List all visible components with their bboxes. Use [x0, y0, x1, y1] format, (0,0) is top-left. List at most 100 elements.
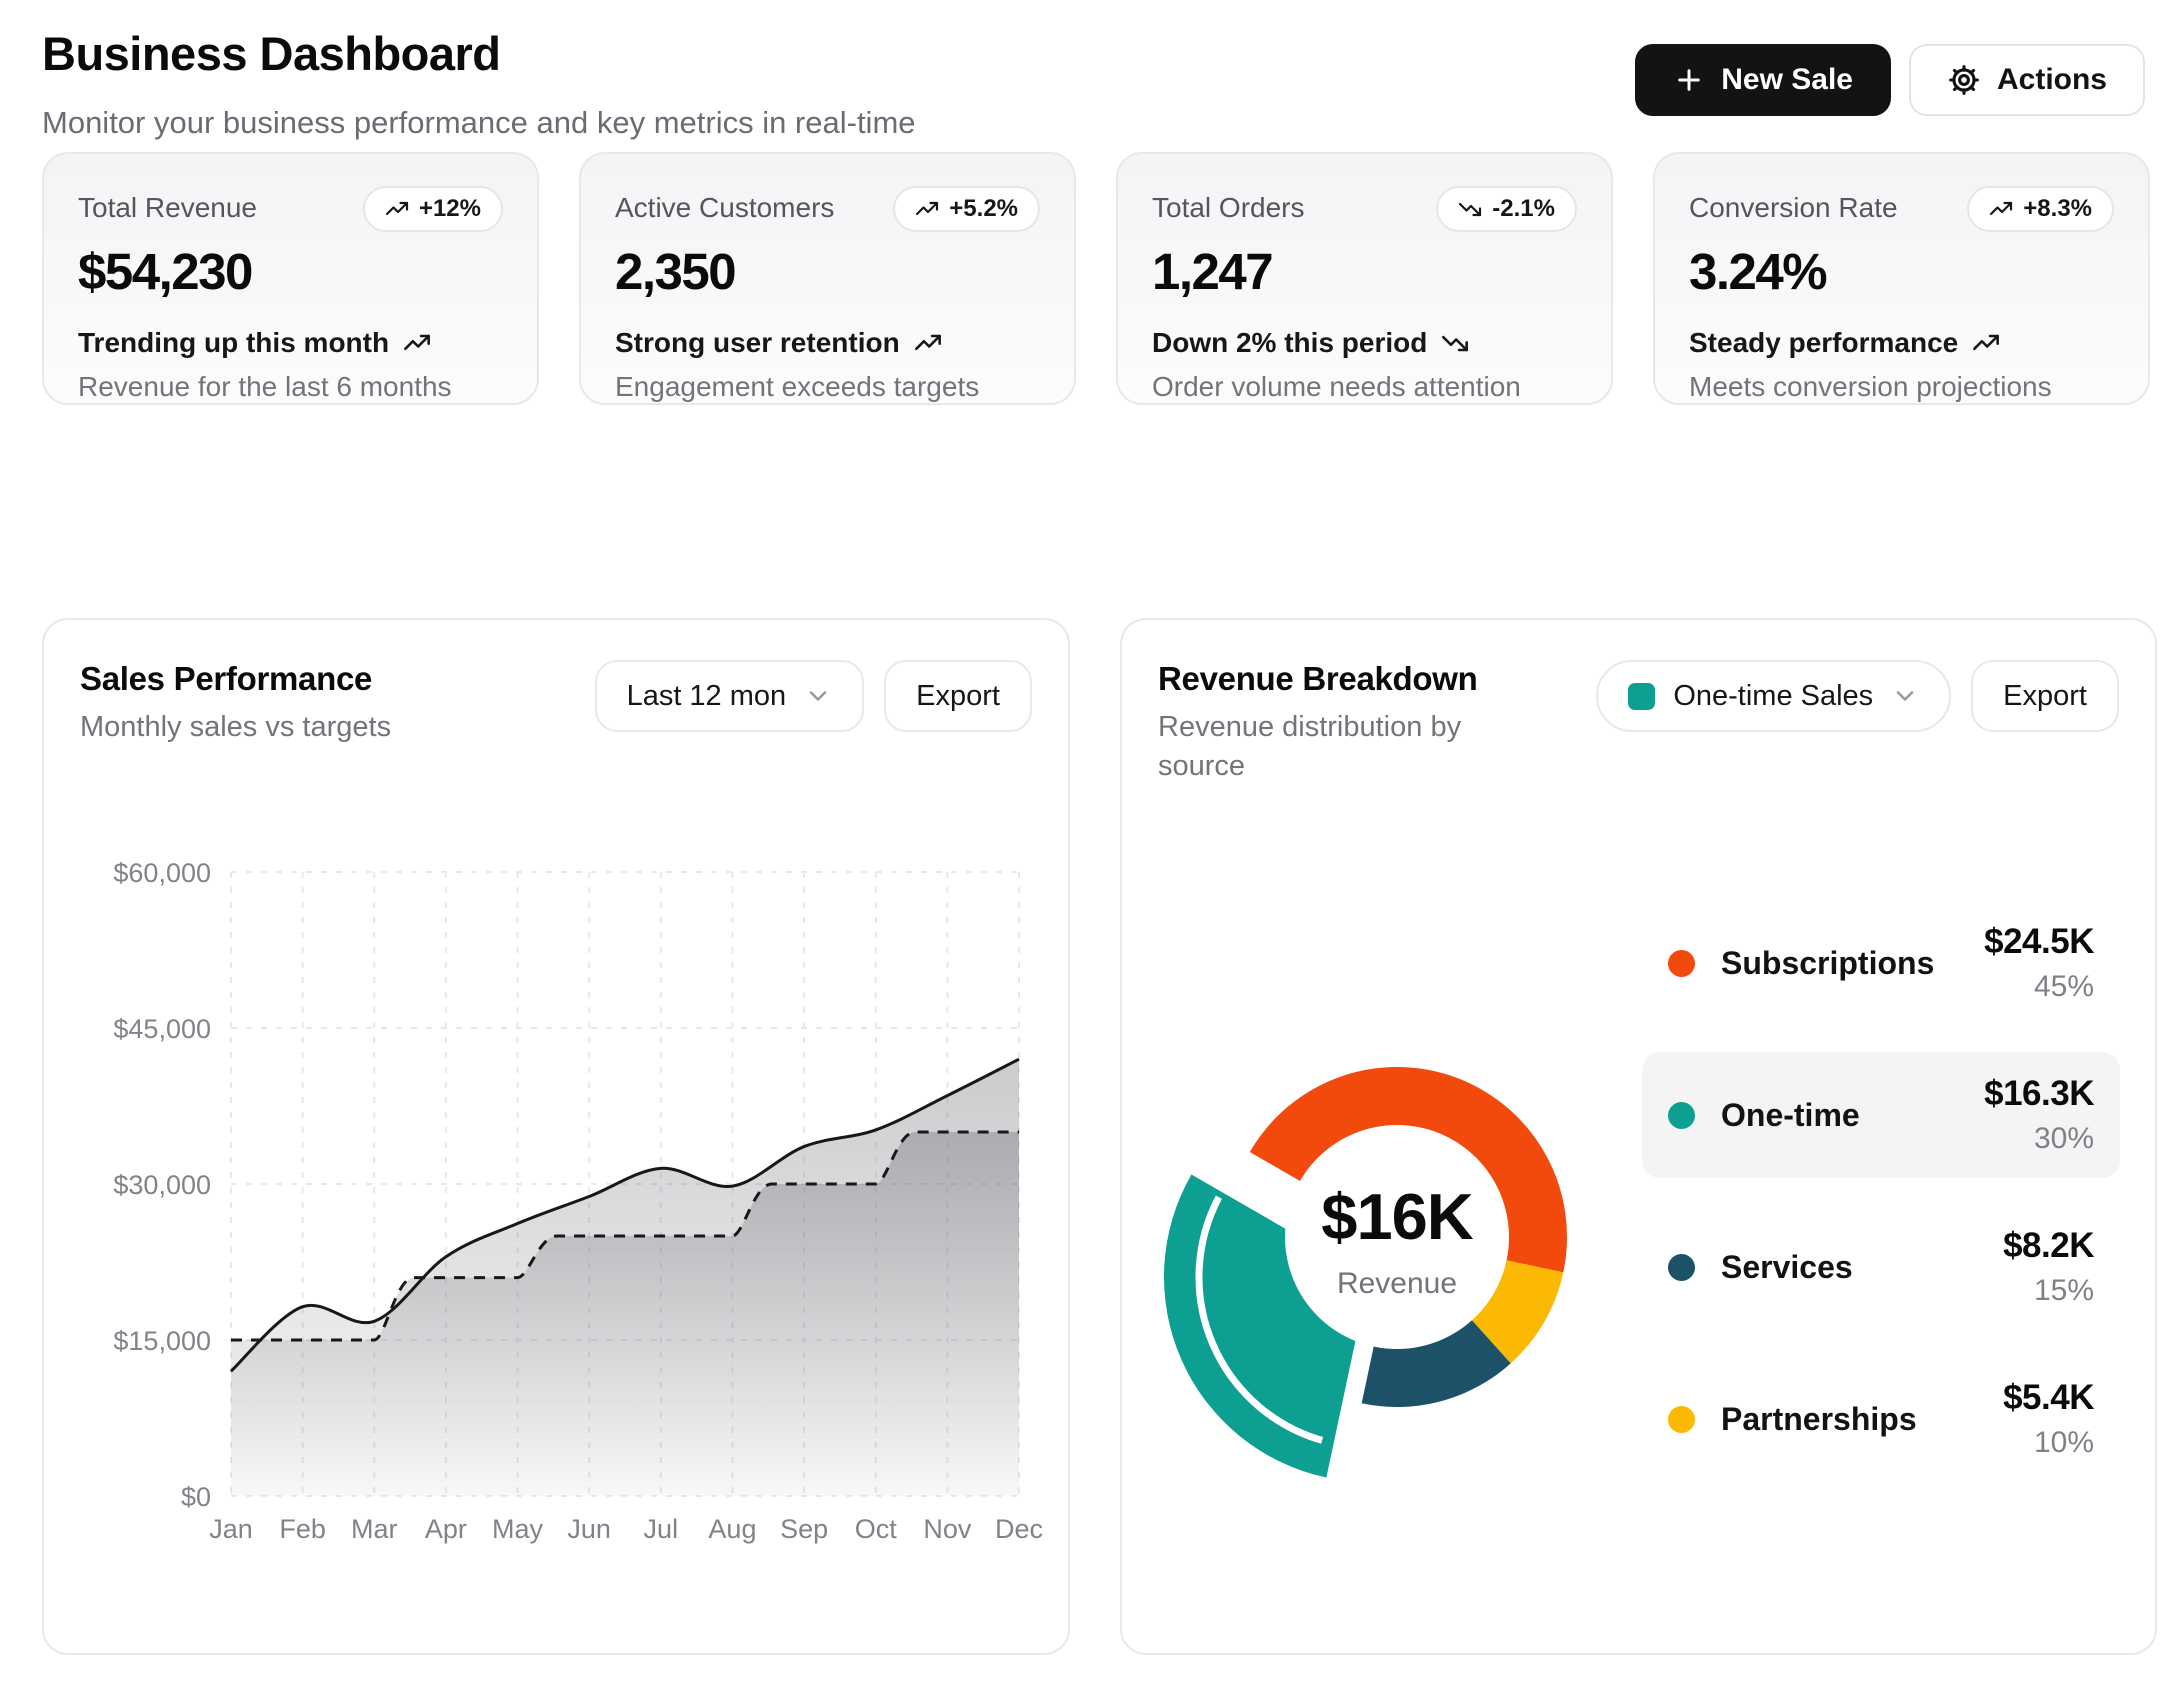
stat-label: Total Revenue — [78, 192, 258, 223]
x-axis-tick: Dec — [995, 1514, 1043, 1544]
revenue-card-title: Revenue Breakdown — [1158, 660, 1478, 697]
plus-icon — [1673, 64, 1705, 96]
actions-label: Actions — [1996, 63, 2107, 96]
legend-item-partnerships[interactable]: Partnerships $5.4K 10% — [1642, 1356, 2120, 1482]
y-axis-tick: $60,000 — [113, 858, 211, 888]
stat-footline: Trending up this month — [78, 327, 503, 359]
legend-amount: $16.3K — [1984, 1074, 2094, 1113]
chevron-down-icon — [804, 682, 832, 710]
sales-export-label: Export — [916, 679, 1000, 712]
trend-badge-value: +12% — [418, 195, 481, 222]
source-filter-label: One-time Sales — [1673, 679, 1874, 712]
stat-footline-text: Steady performance — [1689, 327, 1959, 358]
x-axis-tick: Mar — [351, 1514, 398, 1544]
page-title: Business Dashboard — [42, 27, 501, 80]
stat-card-top: Conversion Rate +8.3% — [1689, 186, 2114, 232]
legend-label: Partnerships — [1721, 1400, 1917, 1437]
legend-dot — [1668, 1405, 1695, 1433]
legend-dot — [1668, 949, 1695, 977]
sales-performance-card: Sales Performance Monthly sales vs targe… — [42, 618, 1070, 1655]
revenue-donut-chart: $16K Revenue — [1164, 1067, 1567, 1478]
legend-dot — [1668, 1101, 1695, 1129]
donut-hole — [1285, 1125, 1509, 1349]
trend-badge: +8.3% — [1967, 186, 2114, 232]
chevron-down-icon — [1891, 682, 1919, 710]
source-filter-dropdown[interactable]: One-time Sales — [1596, 660, 1952, 732]
stat-footline: Steady performance — [1689, 327, 2114, 359]
legend-amount: $5.4K — [2003, 1378, 2094, 1417]
trending-up-icon — [915, 197, 939, 221]
trending-up-icon — [1989, 197, 2013, 221]
target-line — [231, 1130, 1019, 1342]
sales-card-header: Sales Performance Monthly sales vs targe… — [80, 660, 1032, 747]
revenue-export-button[interactable]: Export — [1971, 660, 2119, 732]
stat-value: 3.24% — [1689, 243, 1828, 300]
legend-amount: $8.2K — [2003, 1226, 2094, 1265]
x-axis-tick: Aug — [708, 1514, 756, 1544]
legend-item-subscriptions[interactable]: Subscriptions $24.5K 45% — [1642, 900, 2120, 1026]
legend-percent: 15% — [2033, 1274, 2094, 1307]
stat-label: Active Customers — [615, 192, 835, 223]
y-axis-tick: $30,000 — [113, 1170, 211, 1200]
revenue-legend: Subscriptions $24.5K 45% One-time $16.3K 30% S… — [1642, 900, 2120, 1482]
x-axis-tick: Jul — [644, 1514, 679, 1544]
trend-badge: +12% — [362, 186, 503, 232]
stat-value: 1,247 — [1152, 243, 1274, 300]
trending-down-icon — [1441, 329, 1469, 357]
x-axis-tick: Jan — [209, 1514, 253, 1544]
donut-center-label: Revenue — [1337, 1267, 1457, 1300]
sales-line — [229, 1057, 1020, 1373]
stat-label: Conversion Rate — [1689, 192, 1898, 223]
legend-label: Subscriptions — [1721, 944, 1935, 981]
sales-card-titles: Sales Performance Monthly sales vs targe… — [80, 660, 391, 747]
x-axis-tick: Apr — [425, 1514, 467, 1544]
y-axis-tick: $15,000 — [113, 1326, 211, 1356]
stat-value: $54,230 — [78, 243, 253, 300]
x-axis-tick: Feb — [279, 1514, 326, 1544]
legend-label: One-time — [1721, 1096, 1860, 1133]
new-sale-label: New Sale — [1721, 63, 1853, 96]
revenue-card-header: Revenue Breakdown Revenue distribution b… — [1158, 660, 2119, 786]
sales-card-title: Sales Performance — [80, 660, 373, 697]
trend-badge: +5.2% — [893, 186, 1040, 232]
legend-values: $24.5K 45% — [1984, 922, 2094, 1004]
revenue-breakdown-card: Revenue Breakdown Revenue distribution b… — [1120, 618, 2157, 1655]
trending-up-icon — [385, 197, 409, 221]
sales-area-chart: $0 $15,000 $30,000 $45,000 $60,000 Jan Feb Mar A… — [113, 858, 1043, 1544]
legend-label: Services — [1721, 1248, 1853, 1285]
new-sale-button[interactable]: New Sale — [1635, 44, 1891, 116]
legend-dot — [1668, 1253, 1695, 1281]
stat-card-total-orders: Total Orders -2.1% 1,247 Down 2% this perio… — [1116, 152, 1613, 405]
header-actions: New Sale Actions — [1635, 44, 2145, 116]
stats-row: Total Revenue +12% $54,230 Trending up this… — [42, 152, 2150, 405]
page-subtitle: Monitor your business performance and ke… — [42, 105, 916, 140]
stat-footline: Strong user retention — [615, 327, 1040, 359]
x-axis-tick: Jun — [567, 1514, 611, 1544]
donut-highlight-arc — [1195, 1195, 1324, 1444]
trending-down-icon — [1458, 197, 1482, 221]
gear-icon — [1947, 63, 1981, 97]
stat-footline: Down 2% this period — [1152, 327, 1577, 359]
sales-export-button[interactable]: Export — [884, 660, 1032, 732]
actions-button[interactable]: Actions — [1908, 44, 2145, 116]
y-axis-tick: $0 — [181, 1482, 211, 1512]
sales-area-fill — [231, 1059, 1019, 1496]
legend-item-services[interactable]: Services $8.2K 15% — [1642, 1204, 2120, 1330]
stat-value: 2,350 — [615, 243, 737, 300]
selected-source-swatch — [1628, 682, 1656, 710]
trend-badge: -2.1% — [1436, 186, 1577, 232]
trend-badge-value: -2.1% — [1492, 195, 1555, 222]
legend-percent: 45% — [2033, 970, 2094, 1003]
legend-values: $8.2K 15% — [2003, 1226, 2094, 1308]
revenue-card-titles: Revenue Breakdown Revenue distribution b… — [1158, 660, 1508, 786]
legend-amount: $24.5K — [1984, 922, 2094, 961]
stat-card-top: Active Customers +5.2% — [615, 186, 1040, 232]
stat-subline: Meets conversion projections — [1689, 371, 2052, 402]
date-range-dropdown[interactable]: Last 12 mon — [594, 660, 865, 732]
trending-up-icon — [403, 329, 431, 357]
legend-percent: 10% — [2033, 1426, 2094, 1459]
stat-card-active-customers: Active Customers +5.2% 2,350 Strong user re… — [579, 152, 1076, 405]
legend-item-one-time[interactable]: One-time $16.3K 30% — [1642, 1052, 2120, 1178]
revenue-export-label: Export — [2003, 679, 2087, 712]
